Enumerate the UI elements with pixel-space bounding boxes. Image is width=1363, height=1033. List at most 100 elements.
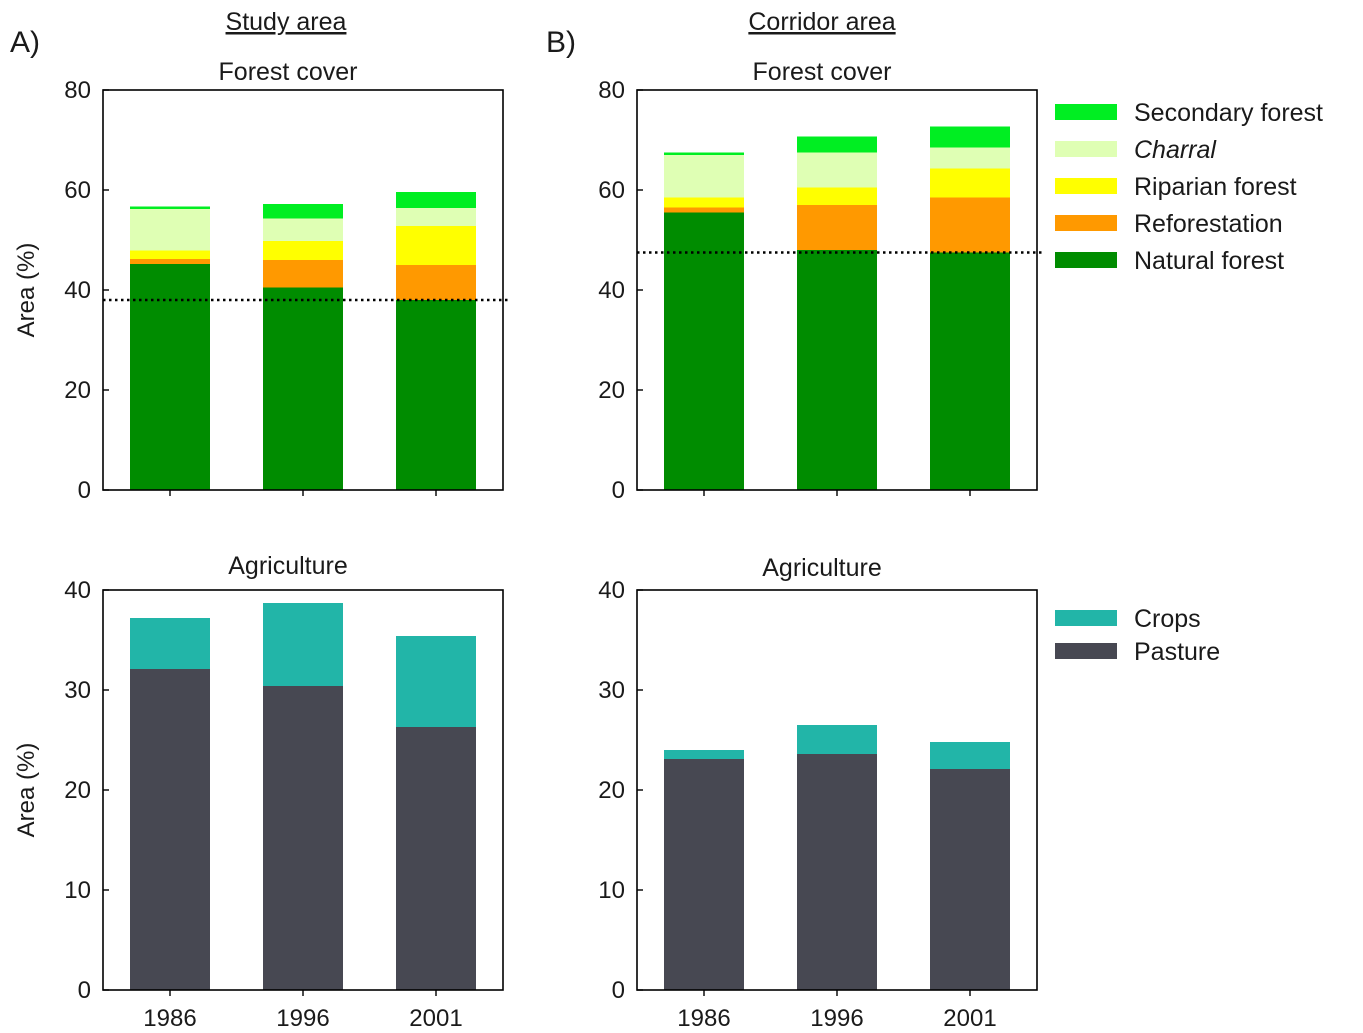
- legend-item-secondary-forest: Secondary forest: [1055, 99, 1323, 127]
- bar-crops-1986: [130, 618, 210, 669]
- bar-riparian-forest-1996: [797, 187, 877, 205]
- legend-label: Secondary forest: [1134, 99, 1323, 127]
- bar-natural-forest-2001: [930, 252, 1010, 490]
- bar-crops-1996: [263, 603, 343, 686]
- bar-crops-1986: [664, 750, 744, 759]
- y-tick-label: 10: [598, 877, 625, 904]
- bar-pasture-1996: [797, 754, 877, 990]
- legend-item-natural-forest: Natural forest: [1055, 247, 1284, 275]
- legends-group: Secondary forest Charral Riparian forest Re…: [1055, 99, 1323, 666]
- bar-charral-1996: [797, 152, 877, 188]
- panel-letter-a: A): [10, 26, 40, 59]
- legend-label: Crops: [1134, 605, 1201, 633]
- y-tick-label: 60: [64, 177, 91, 204]
- legend-label: Charral: [1134, 136, 1217, 164]
- y-tick-label: 60: [598, 177, 625, 204]
- x-tick-label-1986: 1986: [143, 1005, 196, 1032]
- bar-charral-1986: [130, 209, 210, 251]
- y-tick-label: 20: [598, 377, 625, 404]
- bar-natural-forest-1996: [263, 287, 343, 490]
- bar-pasture-2001: [930, 769, 1010, 990]
- y-tick-label: 0: [612, 977, 625, 1004]
- bar-riparian-forest-1986: [664, 197, 744, 208]
- bar-riparian-forest-2001: [930, 168, 1010, 198]
- bar-reforestation-1986: [664, 207, 744, 213]
- bar-riparian-forest-1986: [130, 250, 210, 259]
- y-tick-label: 40: [64, 577, 91, 604]
- bar-reforestation-1996: [263, 260, 343, 288]
- bar-charral-2001: [396, 208, 476, 226]
- panel-a-agriculture: 0 10 20 30 40 1986 1996 2001 Agriculture Area (%): [13, 552, 504, 1032]
- legend-item-reforestation: Reforestation: [1055, 210, 1283, 238]
- legend-swatch: [1055, 610, 1117, 626]
- y-tick-label: 80: [598, 77, 625, 104]
- legend-forest: Secondary forest Charral Riparian forest Re…: [1055, 99, 1323, 275]
- y-tick-label: 30: [64, 677, 91, 704]
- legend-item-riparian-forest: Riparian forest: [1055, 173, 1297, 201]
- y-tick-label: 40: [598, 577, 625, 604]
- bar-crops-1996: [797, 725, 877, 754]
- bar-natural-forest-1996: [797, 250, 877, 490]
- y-tick-label: 0: [78, 477, 91, 504]
- bar-crops-2001: [396, 636, 476, 727]
- legend-agriculture: Crops Pasture: [1055, 605, 1220, 666]
- x-tick-label-1996: 1996: [810, 1005, 863, 1032]
- bar-pasture-1986: [130, 669, 210, 990]
- subplot-title: Agriculture: [762, 554, 882, 582]
- bar-secondary-forest-2001: [396, 192, 476, 208]
- bar-secondary-forest-1986: [664, 152, 744, 155]
- bar-riparian-forest-1996: [263, 241, 343, 260]
- y-axis-label: Area (%): [13, 743, 40, 838]
- column-title-corridor-area: Corridor area: [748, 8, 895, 36]
- legend-swatch: [1055, 252, 1117, 268]
- bar-reforestation-1996: [797, 205, 877, 250]
- legend-item-pasture: Pasture: [1055, 638, 1220, 666]
- panel-letter-b: B): [546, 26, 576, 59]
- y-tick-label: 0: [78, 977, 91, 1004]
- legend-swatch: [1055, 104, 1117, 120]
- x-tick-label-1996: 1996: [276, 1005, 329, 1032]
- subplot-title: Forest cover: [219, 58, 358, 86]
- legend-label: Riparian forest: [1134, 173, 1297, 201]
- bar-natural-forest-2001: [396, 300, 476, 490]
- panel-b-forest: 0 20 40 60 80 Forest cover: [598, 58, 1043, 504]
- bar-pasture-1986: [664, 759, 744, 990]
- legend-label: Pasture: [1134, 638, 1220, 666]
- bar-reforestation-2001: [396, 265, 476, 300]
- bar-reforestation-2001: [930, 197, 1010, 253]
- bar-secondary-forest-2001: [930, 126, 1010, 148]
- bar-charral-2001: [930, 147, 1010, 169]
- y-tick-label: 20: [598, 777, 625, 804]
- legend-swatch: [1055, 141, 1117, 157]
- bar-secondary-forest-1996: [263, 204, 343, 219]
- bar-secondary-forest-1996: [797, 136, 877, 153]
- charts-group: 0 20 40 60 80 Forest cover Area (%) 0 20 40 60 80 Fo…: [13, 58, 1043, 1032]
- bar-charral-1986: [664, 155, 744, 198]
- subplot-title: Forest cover: [753, 58, 892, 86]
- bar-crops-2001: [930, 742, 1010, 769]
- legend-label: Natural forest: [1134, 247, 1284, 275]
- bar-natural-forest-1986: [130, 264, 210, 490]
- legend-item-charral: Charral: [1055, 136, 1217, 164]
- panel-a-forest: 0 20 40 60 80 Forest cover Area (%): [13, 58, 509, 504]
- legend-swatch: [1055, 215, 1117, 231]
- bar-charral-1996: [263, 218, 343, 241]
- legend-item-crops: Crops: [1055, 605, 1201, 633]
- bar-secondary-forest-1986: [130, 206, 210, 209]
- x-tick-label-2001: 2001: [409, 1005, 462, 1032]
- bar-pasture-2001: [396, 727, 476, 990]
- legend-swatch: [1055, 178, 1117, 194]
- y-tick-label: 20: [64, 377, 91, 404]
- bar-pasture-1996: [263, 686, 343, 990]
- y-tick-label: 80: [64, 77, 91, 104]
- y-tick-label: 20: [64, 777, 91, 804]
- x-tick-label-2001: 2001: [943, 1005, 996, 1032]
- x-tick-label-1986: 1986: [677, 1005, 730, 1032]
- y-tick-label: 10: [64, 877, 91, 904]
- bar-natural-forest-1986: [664, 212, 744, 490]
- y-tick-label: 30: [598, 677, 625, 704]
- legend-label: Reforestation: [1134, 210, 1283, 238]
- panel-b-agriculture: 0 10 20 30 40 1986 1996 2001 Agriculture: [598, 554, 1038, 1032]
- bar-riparian-forest-2001: [396, 226, 476, 265]
